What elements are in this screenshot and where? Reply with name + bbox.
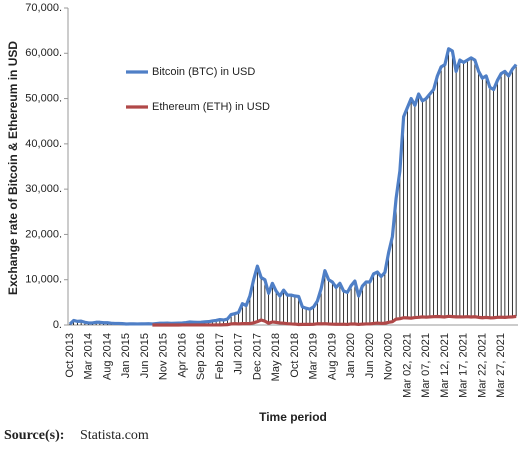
y-tick-label: 30,000. <box>25 183 62 195</box>
source: Statista.com <box>80 428 149 443</box>
x-tick-label: Mar 2019 <box>308 333 320 379</box>
x-tick-label: Nov 2015 <box>158 333 170 380</box>
x-tick-label: Jan 2020 <box>345 333 357 378</box>
y-tick-label: 70,000. <box>25 2 62 14</box>
x-axis-title: Time period <box>259 410 327 424</box>
legend-label: Ethereum (ETH) in USD <box>152 101 270 113</box>
x-tick-label: Mar 22, 2021 <box>476 333 488 398</box>
x-tick-label: Jul 2017 <box>233 333 245 375</box>
x-tick-label: Jun 2015 <box>139 333 151 378</box>
x-tick-label: Mar 27, 2021 <box>495 333 507 398</box>
x-tick-label: Mar 17, 2021 <box>458 333 470 398</box>
x-tick-label: Jun 2020 <box>364 333 376 378</box>
x-tick-label: Sep 2016 <box>195 333 207 380</box>
y-tick-label: 50,000. <box>25 92 62 104</box>
y-tick-label: 0. <box>53 319 62 331</box>
legend-label: Bitcoin (BTC) in USD <box>152 66 255 78</box>
x-tick-label: Jan 2015 <box>120 333 132 378</box>
series-line <box>152 314 517 327</box>
x-tick-label: Nov 2020 <box>383 333 395 380</box>
x-tick-label: Oct 2018 <box>289 333 301 378</box>
x-tick-label: Mar 07, 2021 <box>420 333 432 398</box>
y-tick-label: 10,000. <box>25 274 62 286</box>
x-tick-label: May 2018 <box>270 333 282 381</box>
x-tick-label: Mar 02, 2021 <box>401 333 413 398</box>
x-tick-label: Aug 2014 <box>101 333 113 380</box>
x-tick-label: Dec 2017 <box>251 333 263 380</box>
x-tick-label: Feb 2017 <box>214 333 226 379</box>
series-line <box>68 47 518 326</box>
y-tick-label: 20,000. <box>25 228 62 240</box>
x-tick-label: Mar 12, 2021 <box>439 333 451 398</box>
y-tick-label: 40,000. <box>25 138 62 150</box>
source-label: Source(s): <box>4 428 64 443</box>
x-tick-label: Aug 2019 <box>326 333 338 380</box>
y-axis-title: Exchange rate of Bitcoin & Ethereum in U… <box>6 41 20 295</box>
x-tick-label: Mar 2014 <box>83 333 95 379</box>
x-tick-label: Oct 2013 <box>64 333 76 378</box>
y-tick-label: 60,000. <box>25 47 62 59</box>
x-tick-label: Apr 2016 <box>176 333 188 378</box>
